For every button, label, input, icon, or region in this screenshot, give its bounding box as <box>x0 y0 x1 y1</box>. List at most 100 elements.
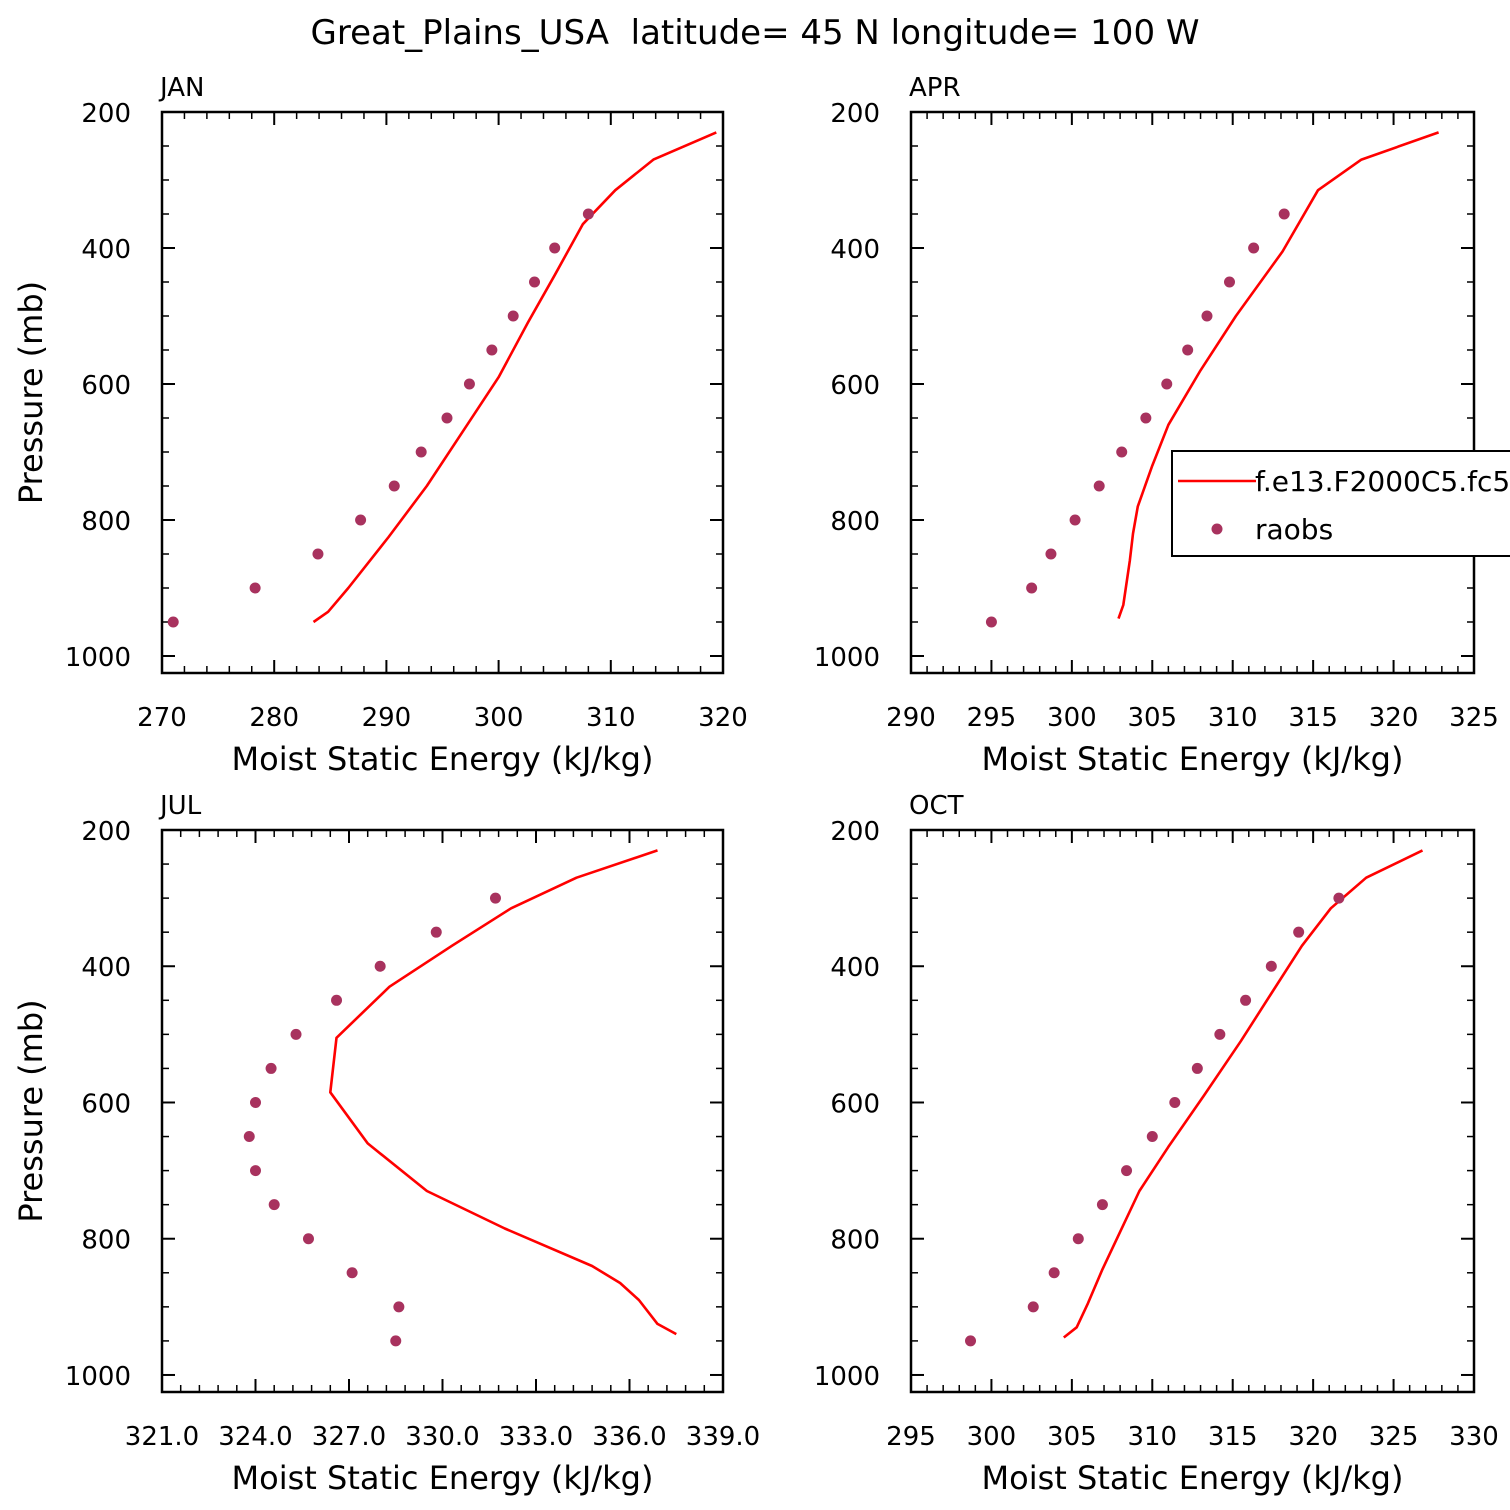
figure-title: Great_Plains_USA latitude= 45 N longitud… <box>311 13 1200 53</box>
raobs-point <box>486 344 498 356</box>
raobs-point <box>489 892 501 904</box>
x-axis-label: Moist Static Energy (kJ/kg) <box>982 1459 1404 1497</box>
x-axis-label: Moist Static Energy (kJ/kg) <box>232 1459 654 1497</box>
raobs-point <box>1027 1301 1039 1313</box>
raobs-point <box>1333 892 1345 904</box>
x-tick-label: 327.0 <box>312 1422 386 1452</box>
x-tick-label: 310 <box>1208 703 1258 733</box>
x-tick-label: 290 <box>886 703 936 733</box>
y-axis-label: Pressure (mb) <box>12 999 50 1222</box>
y-tick-label: 1000 <box>65 643 131 673</box>
raobs-point <box>1182 344 1194 356</box>
raobs-point <box>388 480 400 492</box>
raobs-point <box>1072 1233 1084 1245</box>
y-tick-label: 400 <box>830 953 880 983</box>
raobs-point <box>167 616 179 628</box>
x-tick-label: 270 <box>137 703 187 733</box>
panel-title: APR <box>909 73 961 103</box>
raobs-point <box>302 1233 314 1245</box>
legend-label: f.e13.F2000C5.fc5 <box>1255 465 1510 498</box>
x-tick-label: 325 <box>1369 1422 1419 1452</box>
raobs-point <box>1140 412 1152 424</box>
raobs-point <box>1146 1131 1158 1143</box>
y-tick-label: 1000 <box>814 643 880 673</box>
model-line-jul <box>328 849 677 1336</box>
panel-oct: OCT 295 300 305 310 315 320 325 330 200 400 600 800 1… <box>814 791 1499 1497</box>
x-tick-label: 280 <box>249 703 299 733</box>
raobs-point <box>1069 514 1081 526</box>
raobs-point <box>393 1301 405 1313</box>
x-tick-label: 305 <box>1047 1422 1097 1452</box>
raobs-point <box>1240 994 1252 1006</box>
raobs-point <box>250 1096 261 1108</box>
raobs-point <box>390 1335 402 1347</box>
raobs-point <box>965 1335 977 1347</box>
y-tick-label: 400 <box>81 235 131 265</box>
raobs-point <box>1201 310 1213 322</box>
legend-marker-swatch <box>1211 523 1223 535</box>
y-tick-label: 1000 <box>814 1362 880 1392</box>
panel-jan: JAN 270 280 290 300 310 320 200 400 600 800 1000 Moi… <box>12 73 748 778</box>
x-tick-label: 324.0 <box>218 1422 292 1452</box>
raobs-point <box>312 548 324 560</box>
legend-label: raobs <box>1255 513 1333 546</box>
raobs-point <box>1278 208 1290 220</box>
model-line-apr <box>1117 131 1440 620</box>
raobs-point <box>415 446 427 458</box>
plot-frame <box>909 110 1476 675</box>
x-tick-label: 295 <box>886 1422 936 1452</box>
raobs-point <box>985 616 997 628</box>
x-tick-label: 300 <box>474 703 524 733</box>
y-tick-label: 800 <box>830 1226 880 1256</box>
panel-apr: APR 290 295 300 305 310 315 320 325 200 400 600 800 1… <box>814 73 1499 778</box>
raobs-point <box>290 1028 302 1040</box>
y-tick-label: 200 <box>830 817 880 847</box>
raobs-point <box>243 1131 255 1143</box>
raobs-point <box>1293 926 1305 938</box>
raobs-point <box>331 994 343 1006</box>
raobs-point <box>1169 1096 1181 1108</box>
x-tick-label: 336.0 <box>592 1422 666 1452</box>
y-tick-label: 400 <box>830 235 880 265</box>
plot-frame <box>160 110 725 675</box>
x-tick-label: 315 <box>1208 1422 1258 1452</box>
x-tick-label: 295 <box>967 703 1017 733</box>
raobs-point <box>250 1165 261 1177</box>
raobs-point <box>268 1199 280 1211</box>
raobs-point <box>430 926 442 938</box>
legend-box <box>1171 450 1510 557</box>
raobs-point <box>1214 1028 1226 1040</box>
raobs-point <box>355 514 367 526</box>
plot-frame <box>160 828 725 1394</box>
raobs-point <box>463 378 475 390</box>
y-tick-label: 600 <box>81 1089 131 1119</box>
x-tick-label: 290 <box>362 703 412 733</box>
x-tick-label: 320 <box>1288 1422 1338 1452</box>
y-tick-label: 600 <box>830 1089 880 1119</box>
x-tick-label: 310 <box>1127 1422 1177 1452</box>
x-tick-label: 300 <box>1047 703 1097 733</box>
y-tick-label: 200 <box>830 99 880 129</box>
y-tick-label: 800 <box>81 507 131 537</box>
raobs-point <box>507 310 519 322</box>
plot-frame <box>909 828 1476 1394</box>
x-tick-label: 330.0 <box>405 1422 479 1452</box>
x-tick-label: 330 <box>1449 1422 1499 1452</box>
raobs-point <box>1096 1199 1108 1211</box>
panels: JAN 270 280 290 300 310 320 200 400 600 800 1000 Moi… <box>12 73 1499 1497</box>
raobs-point <box>1191 1062 1203 1074</box>
raobs-point <box>441 412 453 424</box>
model-line-jan <box>312 131 717 624</box>
raobs-point <box>374 960 386 972</box>
x-tick-label: 321.0 <box>125 1422 199 1452</box>
y-tick-label: 400 <box>81 953 131 983</box>
raobs-point <box>1116 446 1128 458</box>
raobs-point <box>1223 276 1235 288</box>
raobs-point <box>1093 480 1105 492</box>
raobs-point <box>249 582 261 594</box>
raobs-point <box>582 208 594 220</box>
y-tick-label: 800 <box>81 1226 131 1256</box>
x-tick-label: 325 <box>1449 703 1499 733</box>
x-tick-label: 333.0 <box>499 1422 573 1452</box>
